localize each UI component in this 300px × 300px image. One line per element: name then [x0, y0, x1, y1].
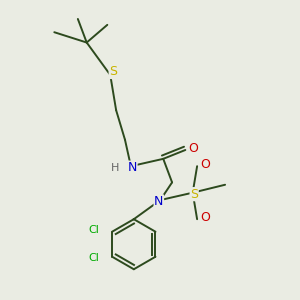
Text: O: O	[200, 158, 210, 171]
Text: Cl: Cl	[88, 225, 99, 235]
Text: O: O	[189, 142, 199, 155]
Text: N: N	[154, 195, 164, 208]
Text: O: O	[200, 211, 210, 224]
Text: Cl: Cl	[88, 253, 99, 263]
Text: S: S	[109, 65, 117, 79]
Text: S: S	[190, 188, 198, 201]
Text: H: H	[110, 163, 119, 173]
Text: N: N	[128, 161, 137, 174]
